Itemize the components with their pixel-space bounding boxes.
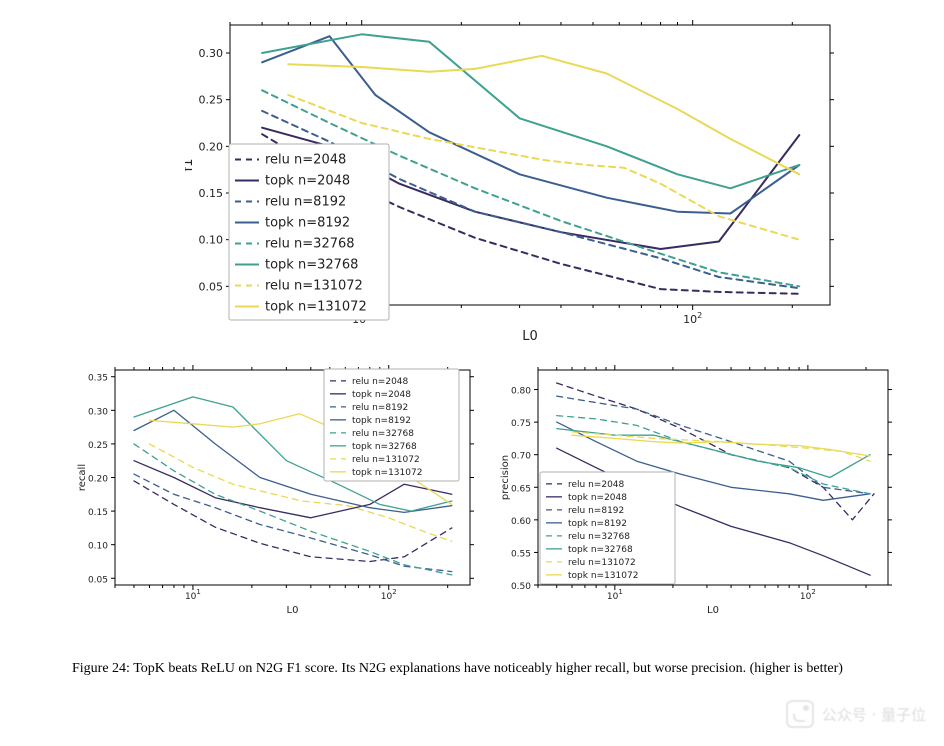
legend-label: topk n=8192	[352, 416, 411, 426]
svg-text:0.30: 0.30	[88, 407, 108, 417]
svg-text:0.10: 0.10	[88, 542, 108, 552]
legend-label: relu n=2048	[265, 152, 346, 167]
legend-label: relu n=8192	[568, 506, 624, 516]
svg-text:0.20: 0.20	[88, 475, 108, 485]
svg-text:0.55: 0.55	[511, 549, 531, 559]
watermark: 公众号 · 量子位	[786, 700, 926, 728]
wechat-icon	[786, 700, 814, 728]
legend-label: relu n=131072	[352, 455, 420, 465]
svg-text:f1: f1	[185, 159, 196, 172]
svg-text:0.05: 0.05	[199, 280, 224, 293]
svg-text:0.05: 0.05	[88, 575, 108, 585]
svg-text:0.10: 0.10	[199, 234, 224, 247]
legend-label: topk n=2048	[352, 390, 411, 400]
legend-label: relu n=8192	[352, 403, 408, 413]
f1-chart: 0.050.100.150.200.250.30101102L0f1relu n…	[185, 15, 845, 340]
svg-text:102: 102	[683, 311, 702, 326]
svg-text:L0: L0	[287, 605, 299, 616]
svg-text:0.25: 0.25	[199, 94, 224, 107]
svg-text:0.50: 0.50	[511, 582, 531, 592]
legend-label: topk n=8192	[265, 215, 350, 230]
svg-text:101: 101	[607, 588, 623, 602]
watermark-text: 公众号 · 量子位	[822, 704, 926, 725]
svg-text:0.80: 0.80	[511, 387, 531, 397]
legend: relu n=2048 topk n=2048 relu n=8192 topk n=…	[229, 144, 389, 320]
svg-text:L0: L0	[707, 605, 719, 616]
legend: relu n=2048 topk n=2048 relu n=8192 topk n=…	[540, 472, 675, 584]
svg-text:L0: L0	[522, 329, 538, 340]
legend-label: relu n=131072	[265, 278, 363, 293]
svg-text:0.60: 0.60	[511, 517, 531, 527]
legend-label: topk n=2048	[568, 493, 627, 503]
caption-text: TopK beats ReLU on N2G F1 score. Its N2G…	[130, 661, 843, 676]
legend-label: relu n=8192	[265, 194, 346, 209]
series-relu_2048	[134, 481, 452, 562]
legend-label: relu n=131072	[568, 558, 636, 568]
svg-text:0.20: 0.20	[199, 140, 224, 153]
caption-prefix: Figure 24:	[72, 661, 130, 676]
legend-label: topk n=32768	[265, 257, 358, 272]
legend-label: relu n=32768	[568, 532, 630, 542]
series-topk_32768	[557, 429, 870, 478]
legend-label: topk n=32768	[568, 545, 633, 555]
svg-text:101: 101	[185, 588, 201, 602]
svg-text:0.75: 0.75	[511, 419, 531, 429]
legend-label: topk n=2048	[265, 173, 350, 188]
legend: relu n=2048 topk n=2048 relu n=8192 topk n=…	[324, 369, 459, 481]
legend-label: topk n=32768	[352, 442, 417, 452]
legend-label: relu n=2048	[352, 377, 409, 387]
legend-label: topk n=131072	[265, 299, 367, 314]
figure-caption: Figure 24: TopK beats ReLU on N2G F1 sco…	[72, 660, 872, 679]
svg-text:recall: recall	[77, 464, 88, 491]
legend-label: relu n=2048	[568, 480, 625, 490]
svg-text:0.15: 0.15	[88, 508, 108, 518]
legend-label: topk n=8192	[568, 519, 627, 529]
svg-text:0.35: 0.35	[88, 374, 108, 384]
precision-chart: 0.50 0.55 0.60 0.65 0.70 0.75 0.80 101 102 L0 prec…	[498, 360, 898, 620]
legend-label: topk n=131072	[568, 571, 638, 581]
svg-text:precision: precision	[500, 455, 511, 500]
svg-text:0.15: 0.15	[199, 187, 224, 200]
svg-text:0.70: 0.70	[511, 452, 531, 462]
legend-label: topk n=131072	[352, 468, 422, 478]
legend-label: relu n=32768	[265, 236, 355, 251]
page-root: 0.05 0.10 0.15 0.20 0.25 0.30 101 102 L0 f1 relu n…	[0, 0, 944, 746]
svg-text:102: 102	[800, 588, 816, 602]
recall-chart: 0.05 0.10 0.15 0.20 0.25 0.30 0.35 101 102 L0 reca…	[75, 360, 480, 620]
series-relu_131072	[572, 432, 870, 461]
svg-text:0.65: 0.65	[511, 484, 531, 494]
legend-label: relu n=32768	[352, 429, 414, 439]
svg-text:0.25: 0.25	[88, 441, 108, 451]
svg-text:102: 102	[381, 588, 397, 602]
svg-text:0.30: 0.30	[199, 47, 224, 60]
